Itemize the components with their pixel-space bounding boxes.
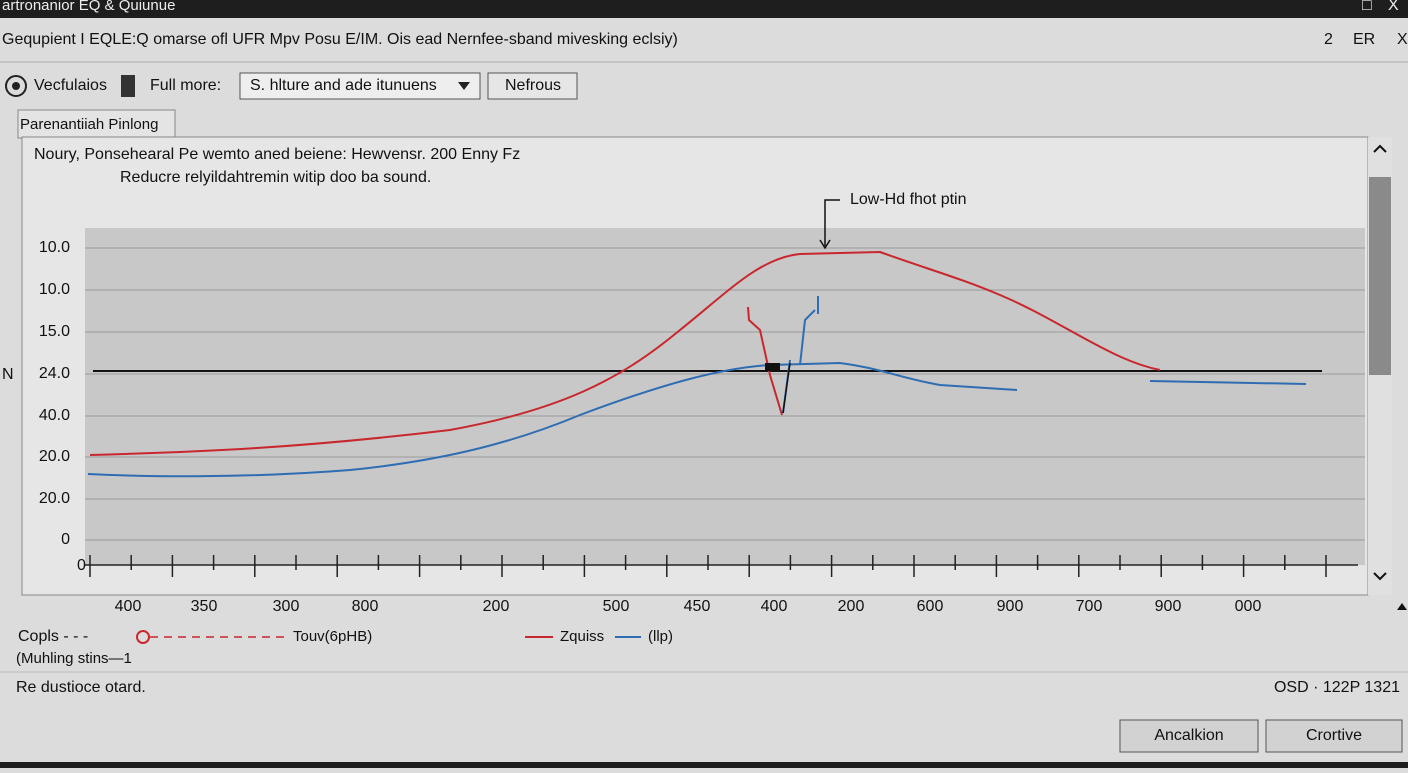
- red-spike: [747, 306, 783, 416]
- x-tick-label: 350: [191, 598, 218, 615]
- tab-text: Parenantiiah Pinlong: [20, 116, 158, 133]
- y-tick-label: 0: [61, 531, 70, 548]
- info-icon-dot: [12, 82, 20, 90]
- x-tick-label: 400: [761, 598, 788, 615]
- y-axis-letter: N: [2, 366, 14, 383]
- status-right: OSD · 122P 1321: [1274, 679, 1400, 696]
- header-item: 2: [1324, 31, 1333, 48]
- y-tick-label: 10.0: [39, 281, 70, 298]
- x-tick-label: 450: [684, 598, 711, 615]
- panel-text: Noury, Ponsehearal Pe wemto aned beiene:…: [34, 146, 520, 163]
- annotation-arrow-head: [819, 239, 831, 250]
- x-tick-label: 500: [603, 598, 630, 615]
- header-item[interactable]: X: [1397, 31, 1408, 48]
- button-text: Crortive: [1306, 727, 1362, 744]
- legend-text: Copls - - -: [18, 628, 88, 645]
- toolbar-icon: [121, 75, 135, 97]
- tab[interactable]: [17, 109, 176, 139]
- y-tick-label: 15.0: [39, 323, 70, 340]
- button[interactable]: [1119, 719, 1259, 753]
- header-item: ER: [1353, 31, 1375, 48]
- y-tick-label: 10.0: [39, 239, 70, 256]
- annotation: Low-Hd fhot ptin: [850, 191, 967, 208]
- blue-curve: [87, 361, 1018, 478]
- red-curve: [89, 250, 1161, 456]
- close[interactable]: X: [1388, 0, 1399, 14]
- dropdown-arrow: [458, 82, 470, 90]
- legend-icon: [136, 630, 150, 644]
- scroll-right[interactable]: [1397, 603, 1407, 610]
- y-tick-label: 20.0: [39, 490, 70, 507]
- x-tick-label: 800: [352, 598, 379, 615]
- x-tick-label: 000: [1235, 598, 1262, 615]
- toolbar-label: Full more:: [150, 77, 221, 94]
- maximize[interactable]: □: [1362, 0, 1372, 14]
- button[interactable]: [487, 72, 578, 100]
- button[interactable]: [1265, 719, 1403, 753]
- scroll-down[interactable]: [1373, 572, 1387, 581]
- x-tick-label: 300: [273, 598, 300, 615]
- scroll-thumb[interactable]: [1369, 177, 1391, 375]
- window-title: artronanior EQ & Quiunue: [2, 0, 175, 14]
- spike-edge: [782, 362, 791, 414]
- status-left: Re dustioce otard.: [16, 679, 146, 696]
- legend-text: (Muhling stins—1: [16, 650, 132, 667]
- panel-text: Reducre relyildahtremin witip doo ba sou…: [120, 169, 431, 186]
- x-tick-label: 600: [917, 598, 944, 615]
- x-tick-label: 400: [115, 598, 142, 615]
- info-icon: [5, 75, 27, 97]
- x-tick-label: 700: [1076, 598, 1103, 615]
- origin-label: 0: [77, 557, 86, 574]
- blue-curve: [1149, 380, 1307, 385]
- plot-area: [85, 228, 1365, 565]
- header-text: Gequpient I EQLE:Q omarse ofl UFR Mpv Po…: [2, 31, 678, 48]
- title-bar: [0, 0, 1408, 18]
- dropdown[interactable]: [239, 72, 481, 100]
- legend-text: (llp): [648, 628, 673, 645]
- scroll-up[interactable]: [1373, 144, 1387, 153]
- x-tick-label: 200: [483, 598, 510, 615]
- bottom-bar: [0, 762, 1408, 768]
- annotation-arrow: [824, 199, 840, 246]
- y-tick-label: 24.0: [39, 365, 70, 382]
- dropdown-text: S. hlture and ade itunuens: [250, 77, 437, 94]
- y-tick-label: 20.0: [39, 448, 70, 465]
- x-tick-label: 200: [838, 598, 865, 615]
- toolbar-label: Vecfulaios: [34, 77, 107, 94]
- x-tick-label: 900: [1155, 598, 1182, 615]
- legend-text: Zquiss: [560, 628, 604, 645]
- legend-text: Touv(6pHB): [293, 628, 372, 645]
- y-tick-label: 40.0: [39, 407, 70, 424]
- button-text: Ancalkion: [1154, 727, 1223, 744]
- marker: [765, 363, 780, 371]
- x-tick-label: 900: [997, 598, 1024, 615]
- button-text: Nefrous: [505, 77, 561, 94]
